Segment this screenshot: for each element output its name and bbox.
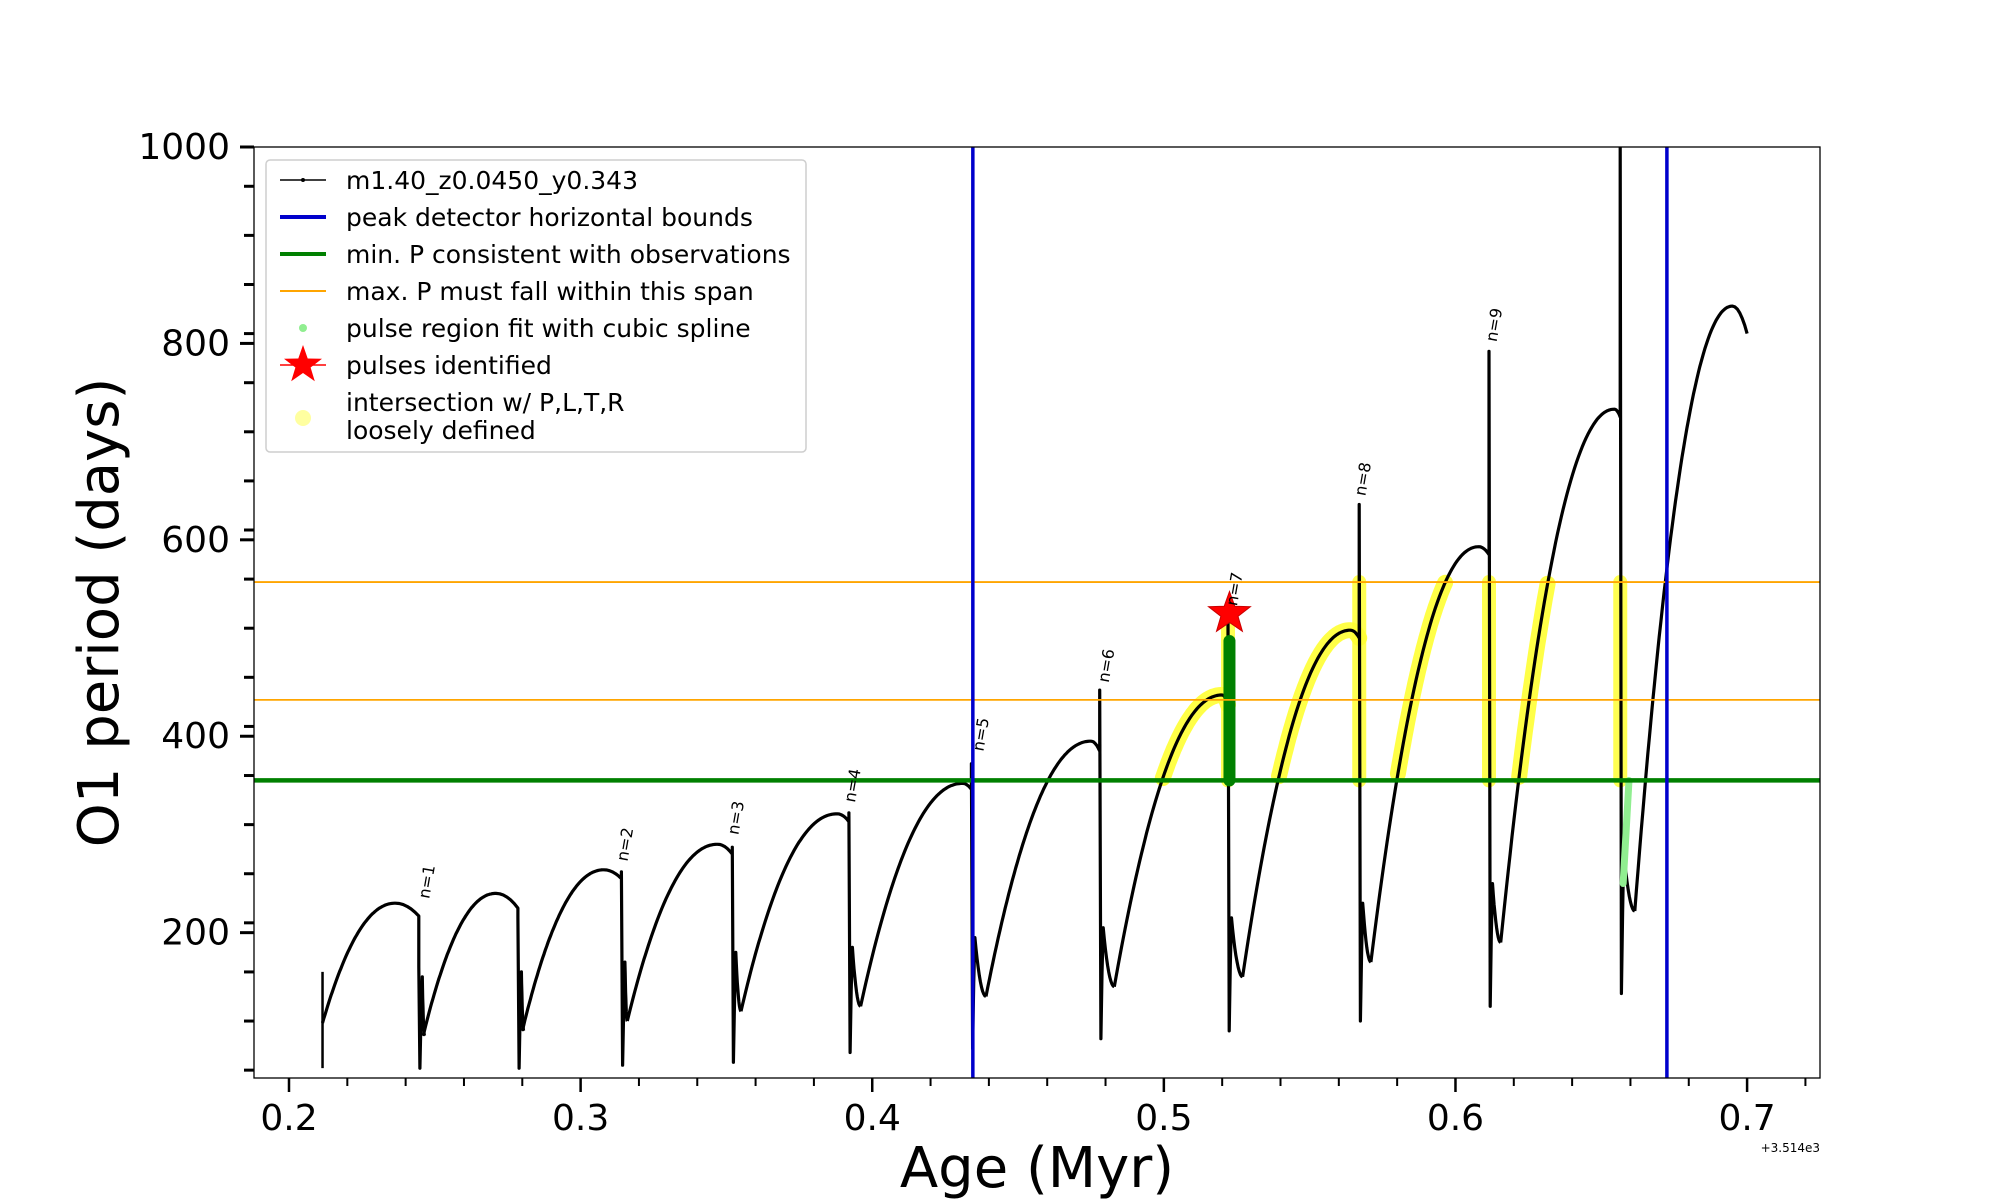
- intersection-highlight: [1271, 622, 1368, 785]
- legend-label: pulse region fit with cubic spline: [346, 314, 751, 343]
- y-tick-label: 800: [161, 323, 230, 364]
- legend-label: peak detector horizontal bounds: [346, 203, 753, 232]
- model-curve-segment: [739, 811, 862, 1055]
- axes: 0.2 0.3 0.4 0.5 0.6 0.7 200 400 600 800 1000: [138, 127, 1807, 1139]
- y-tick-label: 200: [161, 913, 230, 954]
- model-curve-segment: [1241, 502, 1372, 1023]
- legend-symbol: [295, 410, 311, 426]
- x-offset-label: +3.514e3: [1761, 1141, 1820, 1155]
- pulse-label: n=1: [414, 863, 439, 900]
- plot-content: n=1n=2n=3n=4n=5n=6n=7n=8n=9: [254, 147, 1820, 1078]
- pulse-label: n=3: [723, 800, 748, 837]
- pulse-label: n=8: [1350, 461, 1375, 498]
- legend-symbol: [299, 324, 307, 332]
- pulse-label: n=7: [1222, 571, 1247, 608]
- model-curve-segment: [421, 891, 526, 1070]
- legend-entry: peak detector horizontal bounds: [280, 203, 753, 232]
- legend-entry: m1.40_z0.0450_y0.343: [280, 166, 638, 195]
- legend-label: min. P consistent with observations: [346, 240, 791, 269]
- pulse-label: n=2: [613, 826, 638, 863]
- legend-label-line2: loosely defined: [346, 416, 536, 445]
- y-tick-label: 400: [161, 716, 230, 757]
- legend-label: max. P must fall within this span: [346, 277, 754, 306]
- plot-frame: [253, 146, 1821, 1079]
- legend-entry: max. P must fall within this span: [280, 277, 754, 306]
- model-curve-segment: [984, 688, 1116, 1041]
- y-tick-label: 1000: [138, 127, 230, 168]
- x-axis-label: Age (Myr): [900, 1136, 1174, 1200]
- x-tick-label: 0.6: [1427, 1098, 1484, 1139]
- intersection-highlight: [1154, 687, 1236, 787]
- legend-label: m1.40_z0.0450_y0.343: [346, 166, 638, 195]
- pulse-label: n=6: [1094, 647, 1119, 684]
- legend-entry: min. P consistent with observations: [280, 240, 791, 269]
- legend-entry: pulse region fit with cubic spline: [299, 314, 751, 343]
- x-tick-label: 0.4: [844, 1098, 901, 1139]
- x-tick-label: 0.7: [1718, 1098, 1775, 1139]
- x-tick-label: 0.2: [260, 1098, 317, 1139]
- legend-box: [265, 159, 807, 453]
- model-curve-segment: [1499, 147, 1636, 996]
- model-curve-segment: [520, 868, 629, 1067]
- legend-symbol: [284, 345, 322, 382]
- y-tick-label: 600: [161, 520, 230, 561]
- chart-data-layer: n=1n=2n=3n=4n=5n=6n=7n=8n=9: [254, 147, 1820, 1078]
- model-curve-segment: [859, 762, 987, 1051]
- pulse-region-fit-light: [1619, 776, 1633, 888]
- y-axis-label: O1 period (days): [67, 378, 132, 848]
- legend-label: pulses identified: [346, 351, 552, 380]
- legend-label: intersection w/ P,L,T,R: [346, 388, 625, 417]
- legend-symbol-marker: [301, 178, 305, 182]
- x-tick-label: 0.3: [552, 1098, 609, 1139]
- pulse-label: n=9: [1482, 307, 1507, 344]
- pulse-label: n=4: [840, 767, 865, 804]
- legend-entry: pulses identified: [280, 345, 552, 382]
- intersection-highlight: [1389, 574, 1454, 782]
- model-curve-segment: [625, 842, 743, 1064]
- x-tick-label: 0.5: [1135, 1098, 1192, 1139]
- model-curve-segment: [1633, 304, 1749, 912]
- model-curve-segment: [1369, 349, 1502, 1008]
- model-curve-segment: [320, 901, 427, 1070]
- pulse-identified-star: [1207, 590, 1252, 633]
